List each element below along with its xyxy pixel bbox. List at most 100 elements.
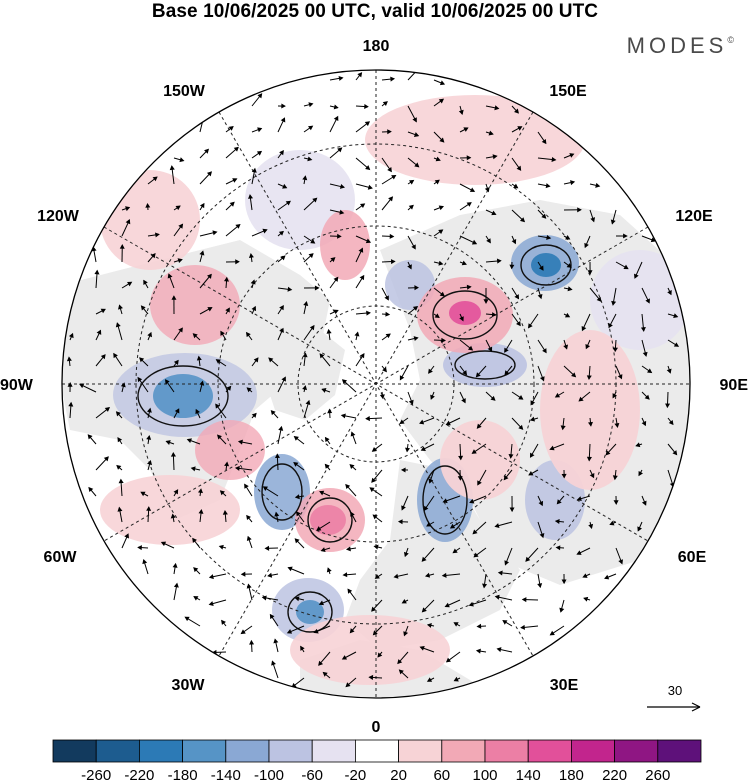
colorbar-swatch [354, 739, 399, 763]
wind-arrow-head [305, 399, 311, 406]
wind-arrow-head [585, 343, 591, 350]
wind-arrow-head [384, 295, 389, 301]
wind-arrow-head [249, 639, 255, 645]
wind-arrow-head [469, 187, 476, 192]
wind-arrow-head [484, 187, 490, 193]
wind-arrow-head [426, 522, 432, 527]
wind-arrow-head [388, 196, 394, 202]
wind-arrow-head [285, 200, 291, 206]
wind-arrow-head [411, 244, 416, 250]
wind-arrow-head [665, 403, 671, 409]
wind-arrow-head [199, 380, 205, 386]
wind-arrow-head [545, 183, 551, 189]
wind-arrow-head [423, 505, 429, 512]
wind-arrow-head [228, 125, 234, 131]
lon-label-180: 180 [363, 38, 390, 55]
wind-arrow-head [587, 270, 593, 275]
lon-label-150w: 150W [163, 83, 206, 100]
wind-arrow-head [457, 476, 463, 481]
colorbar-tick-label: 180 [559, 767, 584, 783]
wind-arrow-head [286, 629, 293, 634]
wind-arrow-head [246, 583, 252, 589]
wind-arrow-head [318, 600, 324, 606]
wind-arrow-head [240, 571, 246, 577]
wind-arrow-head [68, 332, 74, 339]
wind-arrow-head [154, 232, 160, 238]
wind-arrow-head [641, 420, 647, 427]
wind-arrow-head [117, 437, 123, 443]
wind-arrow-head [555, 545, 561, 551]
wind-arrow-head [554, 519, 560, 524]
contour-2 [520, 244, 572, 286]
wind-arrow-head [199, 250, 205, 256]
colorbar-tick-label: -100 [254, 767, 284, 783]
wind-arrow-head [271, 660, 276, 666]
wind-arrow-head [672, 450, 678, 456]
wind-arrow-head [528, 471, 534, 476]
wind-arrow-head [124, 533, 129, 539]
wind-arrow-head [403, 551, 409, 558]
wind-arrow-head [326, 567, 332, 573]
wind-arrow-head [120, 382, 126, 388]
reference-vector: 30 [647, 683, 701, 712]
wind-arrow-head [232, 178, 238, 183]
wind-arrow-head [207, 273, 212, 279]
meridian-120e-60w [103, 226, 649, 542]
wind-arrow-head [349, 628, 355, 634]
wind-arrow-head [225, 307, 230, 313]
wind-arrow-head [504, 560, 510, 566]
wind-arrow-head [549, 445, 555, 451]
wind-arrow-head [94, 269, 100, 275]
wind-arrow-head [240, 629, 246, 635]
colorbar-swatch [311, 739, 356, 763]
wind-arrow-head [565, 235, 571, 240]
wind-arrow-head [434, 313, 440, 318]
wind-arrow-head [638, 470, 643, 477]
wind-arrow-head [79, 383, 85, 389]
wind-arrow-head [115, 322, 121, 328]
wind-arrow-head [215, 359, 221, 364]
wind-arrow-head [338, 75, 344, 81]
map-border [61, 69, 691, 699]
wind-arrow-head [245, 331, 251, 338]
wind-arrow-head [439, 80, 446, 86]
wind-arrow-head [393, 573, 399, 579]
wind-arrow-head [321, 388, 327, 393]
wind-arrow-head [173, 359, 179, 366]
wind-arrow-head [235, 259, 240, 265]
wind-arrow-head [333, 104, 339, 110]
wind-arrow-head [487, 346, 493, 352]
anomaly-pos-11 [100, 475, 240, 545]
wind-arrow-head [516, 165, 522, 171]
wind-arrow-head [318, 660, 324, 666]
lon-label-150e: 150E [549, 83, 587, 100]
wind-arrow-head [279, 150, 284, 156]
colorbar-tick-label: -220 [124, 767, 154, 783]
wind-arrow-head [673, 342, 680, 347]
wind-arrow-head [438, 260, 444, 266]
wind-arrow-head [586, 375, 592, 381]
wind-arrow-head [350, 511, 355, 517]
wind-arrow-head [412, 117, 417, 123]
wind-arrow-head [316, 526, 322, 531]
wind-arrow-head [400, 467, 406, 473]
wind-arrow-head [359, 203, 366, 209]
wind-arrow-head [608, 322, 613, 329]
wind-arrow-head [221, 619, 227, 625]
wind-arrow-head [385, 333, 391, 339]
wind-arrow-head [428, 478, 434, 484]
colorbar-swatch [138, 739, 183, 763]
wind-arrow-head [590, 217, 596, 223]
wind-arrow-head [408, 204, 414, 210]
wind-arrow-head [428, 368, 433, 374]
wind-arrow-head [274, 453, 280, 459]
wind-arrow-head [576, 550, 582, 555]
wind-arrow-head [341, 655, 348, 660]
wind-arrow-head [220, 330, 225, 336]
wind-arrow-head [345, 483, 351, 490]
wind-arrow-head [293, 461, 299, 467]
wind-arrow-head [147, 460, 152, 466]
wind-arrow-head [308, 102, 314, 108]
wind-arrow-head [100, 308, 106, 314]
wind-arrow-head [397, 519, 403, 525]
